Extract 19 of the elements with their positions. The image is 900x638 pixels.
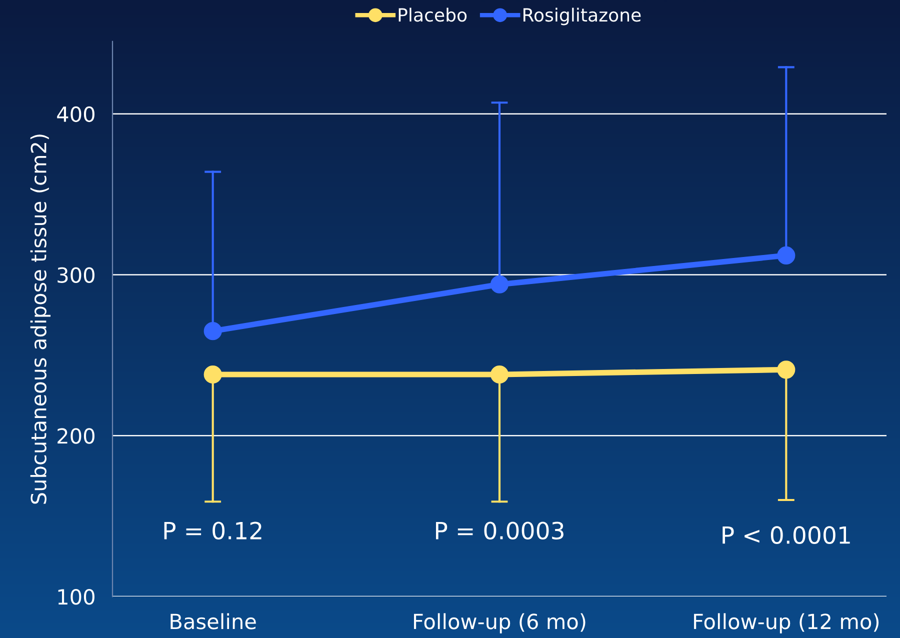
x-tick-label: Follow-up (12 mo) <box>694 613 879 634</box>
point <box>777 246 796 264</box>
point <box>777 360 796 379</box>
y-axis-title: Subcutaneous adipose tissue (cm2) <box>30 134 51 504</box>
legend-label: Placebo <box>398 8 467 22</box>
legend-label: Rosiglitazone <box>524 8 641 26</box>
point <box>490 275 509 294</box>
y-tick-label: 200 <box>58 428 94 444</box>
point <box>204 365 222 384</box>
x-tick-label: Follow-up (6 mo) <box>414 613 586 634</box>
annotation: P = 0.12 <box>164 522 262 540</box>
x-tick-label: Baseline <box>170 613 256 630</box>
y-tick-label: 400 <box>57 106 94 122</box>
annotation: P = 0.0003 <box>436 522 564 540</box>
point <box>490 365 509 384</box>
annotation: P < 0.0001 <box>722 526 850 544</box>
point <box>204 322 222 340</box>
y-tick-label: 100 <box>58 588 94 605</box>
y-tick-label: 300 <box>58 267 94 283</box>
